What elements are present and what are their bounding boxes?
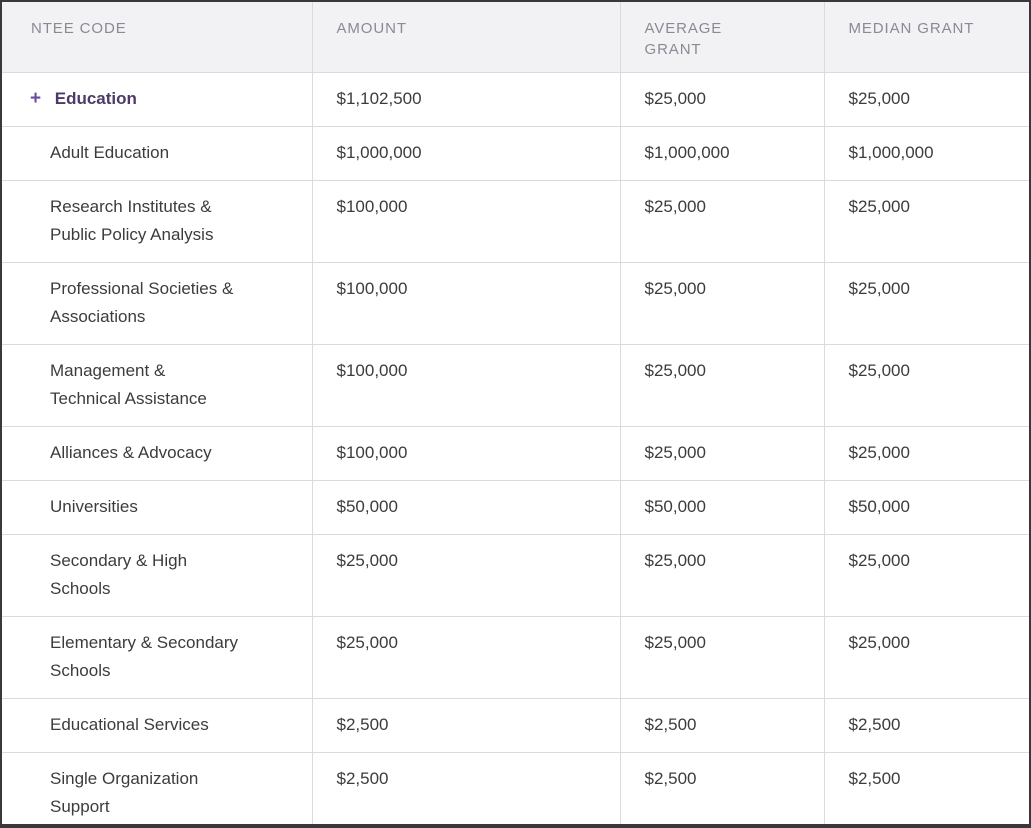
ntee-code-cell: Educational Services [2, 698, 312, 753]
expand-plus-icon[interactable]: + [30, 88, 42, 109]
column-header-label: NTEE CODE [31, 20, 127, 37]
table-body: + Education $1,102,500 $25,000 $25,000 A… [2, 72, 1029, 824]
ntee-code-cell: Adult Education [2, 126, 312, 181]
row-label: Management & Technical Assistance [50, 361, 207, 408]
table-row: Professional Societies & Associations $1… [2, 262, 1029, 345]
median-grant-cell: $25,000 [823, 426, 1029, 481]
median-grant-cell: $2,500 [823, 752, 1029, 824]
average-grant-cell: $25,000 [619, 344, 824, 427]
average-grant-cell: $25,000 [619, 616, 824, 699]
median-grant-cell: $1,000,000 [823, 126, 1029, 181]
table-row: Universities $50,000 $50,000 $50,000 [2, 480, 1029, 535]
row-label: Secondary & High Schools [50, 551, 188, 598]
average-grant-cell: $50,000 [619, 480, 824, 535]
median-grant-cell: $25,000 [823, 344, 1029, 427]
amount-cell: $2,500 [311, 698, 620, 753]
table-header: NTEE CODE AMOUNT AVERAGE GRANT MEDIAN GR… [2, 2, 1029, 73]
row-label: Single Organization Support [50, 769, 199, 816]
median-grant-cell: $50,000 [823, 480, 1029, 535]
median-grant-cell: $2,500 [823, 698, 1029, 753]
table-row: Research Institutes & Public Policy Anal… [2, 180, 1029, 263]
average-grant-cell: $25,000 [619, 262, 824, 345]
amount-cell: $25,000 [311, 616, 620, 699]
amount-cell: $100,000 [311, 344, 620, 427]
row-label: Elementary & Secondary Schools [50, 633, 239, 680]
table-row[interactable]: + Education $1,102,500 $25,000 $25,000 [2, 72, 1029, 127]
average-grant-cell: $25,000 [619, 426, 824, 481]
ntee-code-cell: Universities [2, 480, 312, 535]
amount-cell: $1,000,000 [311, 126, 620, 181]
median-grant-cell: $25,000 [823, 616, 1029, 699]
ntee-code-cell: Secondary & High Schools [2, 534, 312, 617]
table-row: Single Organization Support $2,500 $2,50… [2, 752, 1029, 824]
median-grant-cell: $25,000 [823, 180, 1029, 263]
table-row: Adult Education $1,000,000 $1,000,000 $1… [2, 126, 1029, 181]
column-header-amount: AMOUNT [311, 2, 620, 73]
table-row: Secondary & High Schools $25,000 $25,000… [2, 534, 1029, 617]
ntee-code-cell: Alliances & Advocacy [2, 426, 312, 481]
ntee-code-cell: Management & Technical Assistance [2, 344, 312, 427]
column-header-average-grant: AVERAGE GRANT [619, 2, 824, 73]
column-header-label: MEDIAN GRANT [848, 20, 975, 37]
column-header-ntee-code: NTEE CODE [2, 2, 312, 73]
column-header-label: AMOUNT [336, 20, 407, 37]
ntee-code-cell: Elementary & Secondary Schools [2, 616, 312, 699]
row-label: Adult Education [50, 143, 170, 162]
row-label: Research Institutes & Public Policy Anal… [50, 197, 214, 244]
row-label: Alliances & Advocacy [50, 443, 212, 462]
average-grant-cell: $25,000 [619, 534, 824, 617]
amount-cell: $100,000 [311, 180, 620, 263]
amount-cell: $2,500 [311, 752, 620, 824]
row-label: Educational Services [50, 715, 209, 734]
ntee-code-cell: Professional Societies & Associations [2, 262, 312, 345]
ntee-code-cell: + Education [2, 73, 312, 127]
table-row: Alliances & Advocacy $100,000 $25,000 $2… [2, 426, 1029, 481]
header-row: NTEE CODE AMOUNT AVERAGE GRANT MEDIAN GR… [2, 2, 1029, 73]
average-grant-cell: $1,000,000 [619, 126, 824, 181]
average-grant-cell: $25,000 [619, 180, 824, 263]
amount-cell: $100,000 [311, 262, 620, 345]
amount-cell: $100,000 [311, 426, 620, 481]
table-row: Educational Services $2,500 $2,500 $2,50… [2, 698, 1029, 753]
amount-cell: $1,102,500 [311, 72, 620, 127]
row-label: Universities [50, 497, 138, 516]
amount-cell: $25,000 [311, 534, 620, 617]
row-label: Education [54, 89, 137, 108]
average-grant-cell: $25,000 [619, 72, 824, 127]
amount-cell: $50,000 [311, 480, 620, 535]
ntee-code-cell: Research Institutes & Public Policy Anal… [2, 180, 312, 263]
column-header-median-grant: MEDIAN GRANT [823, 2, 1029, 73]
median-grant-cell: $25,000 [823, 262, 1029, 345]
column-header-label: AVERAGE GRANT [644, 20, 723, 58]
average-grant-cell: $2,500 [619, 698, 824, 753]
table-row: Elementary & Secondary Schools $25,000 $… [2, 616, 1029, 699]
ntee-code-cell: Single Organization Support [2, 752, 312, 824]
average-grant-cell: $2,500 [619, 752, 824, 824]
table-row: Management & Technical Assistance $100,0… [2, 344, 1029, 427]
median-grant-cell: $25,000 [823, 534, 1029, 617]
row-label: Professional Societies & Associations [50, 279, 234, 326]
median-grant-cell: $25,000 [823, 72, 1029, 127]
